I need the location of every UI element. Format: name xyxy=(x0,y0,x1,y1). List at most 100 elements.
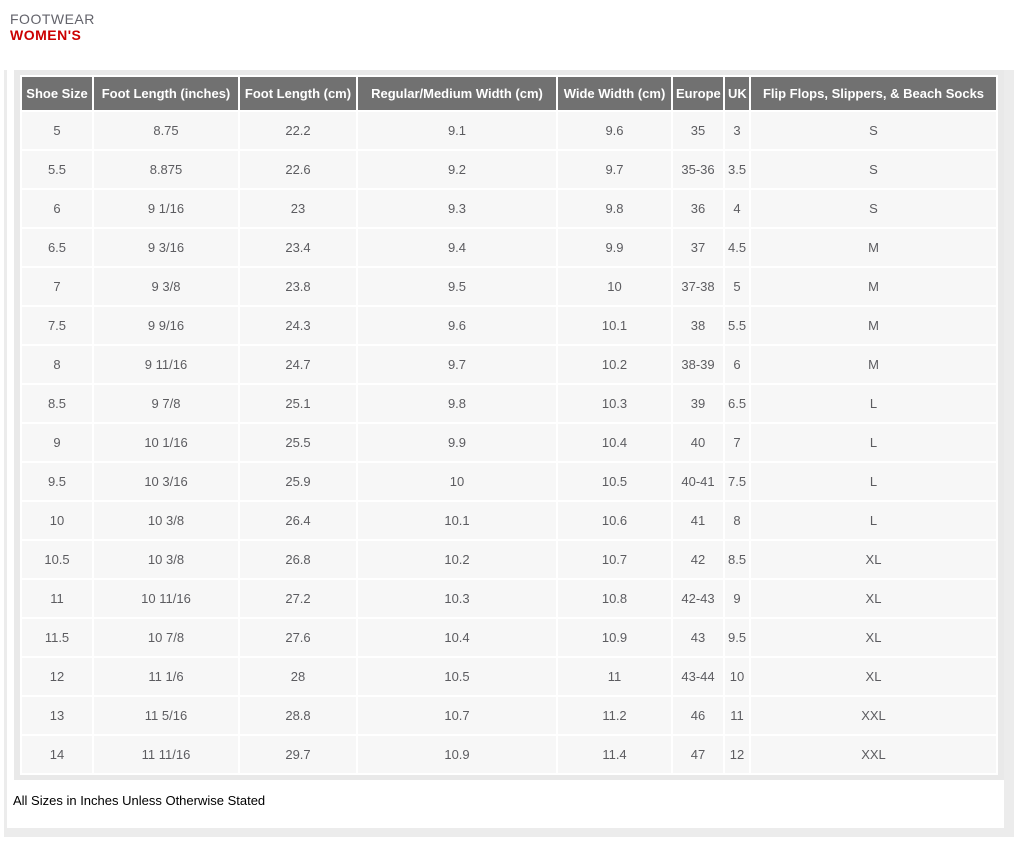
table-cell: XXL xyxy=(751,697,996,734)
table-cell: 9.3 xyxy=(358,190,556,227)
table-cell: 9 11/16 xyxy=(94,346,238,383)
table-cell: 6 xyxy=(22,190,92,227)
column-header: Shoe Size xyxy=(22,77,92,110)
table-cell: 27.6 xyxy=(240,619,356,656)
table-cell: 9.8 xyxy=(358,385,556,422)
table-cell: 26.8 xyxy=(240,541,356,578)
table-cell: 28 xyxy=(240,658,356,695)
table-cell: 25.9 xyxy=(240,463,356,500)
table-row: 11 10 11/16 27.2 10.3 10.8 42-43 9 XL xyxy=(22,580,996,617)
table-cell: 10.5 xyxy=(558,463,671,500)
table-cell: 5.5 xyxy=(22,151,92,188)
table-cell: 23 xyxy=(240,190,356,227)
table-cell: L xyxy=(751,385,996,422)
table-cell: 9.6 xyxy=(358,307,556,344)
table-cell: 9.7 xyxy=(558,151,671,188)
table-cell: M xyxy=(751,307,996,344)
table-cell: 35 xyxy=(673,112,723,149)
table-cell: 10.7 xyxy=(558,541,671,578)
table-cell: 12 xyxy=(725,736,749,773)
table-cell: 24.7 xyxy=(240,346,356,383)
table-cell: 9 9/16 xyxy=(94,307,238,344)
column-header: Foot Length (cm) xyxy=(240,77,356,110)
table-row: 9.5 10 3/16 25.9 10 10.5 40-41 7.5 L xyxy=(22,463,996,500)
table-cell: 11 xyxy=(22,580,92,617)
table-cell: 42 xyxy=(673,541,723,578)
table-row: 7.5 9 9/16 24.3 9.6 10.1 38 5.5 M xyxy=(22,307,996,344)
table-cell: 10.7 xyxy=(358,697,556,734)
table-cell: 35-36 xyxy=(673,151,723,188)
table-cell: 10.5 xyxy=(22,541,92,578)
size-chart-frame: Shoe Size Foot Length (inches) Foot Length… xyxy=(14,70,1004,780)
table-cell: 40-41 xyxy=(673,463,723,500)
table-cell: 9.8 xyxy=(558,190,671,227)
table-cell: 11.5 xyxy=(22,619,92,656)
table-cell: 9.5 xyxy=(358,268,556,305)
table-cell: 9 7/8 xyxy=(94,385,238,422)
table-cell: 9.1 xyxy=(358,112,556,149)
column-header: Europe xyxy=(673,77,723,110)
table-cell: 22.2 xyxy=(240,112,356,149)
table-cell: 9.9 xyxy=(558,229,671,266)
table-cell: 11 xyxy=(725,697,749,734)
table-cell: 5.5 xyxy=(725,307,749,344)
table-cell: 10 3/16 xyxy=(94,463,238,500)
table-cell: M xyxy=(751,268,996,305)
table-row: 8.5 9 7/8 25.1 9.8 10.3 39 6.5 L xyxy=(22,385,996,422)
table-cell: M xyxy=(751,346,996,383)
table-cell: M xyxy=(751,229,996,266)
table-cell: 9.7 xyxy=(358,346,556,383)
table-cell: 7.5 xyxy=(22,307,92,344)
table-cell: 46 xyxy=(673,697,723,734)
table-cell: 10.9 xyxy=(558,619,671,656)
table-cell: 10 xyxy=(558,268,671,305)
table-row: 11.5 10 7/8 27.6 10.4 10.9 43 9.5 XL xyxy=(22,619,996,656)
column-header: UK xyxy=(725,77,749,110)
table-cell: 11 xyxy=(558,658,671,695)
table-cell: 10.1 xyxy=(358,502,556,539)
table-cell: XL xyxy=(751,658,996,695)
column-header: Wide Width (cm) xyxy=(558,77,671,110)
table-cell: XL xyxy=(751,619,996,656)
column-header: Foot Length (inches) xyxy=(94,77,238,110)
column-header: Regular/Medium Width (cm) xyxy=(358,77,556,110)
table-cell: 10.8 xyxy=(558,580,671,617)
table-cell: 14 xyxy=(22,736,92,773)
table-cell: 10 11/16 xyxy=(94,580,238,617)
table-row: 10 10 3/8 26.4 10.1 10.6 41 8 L xyxy=(22,502,996,539)
table-cell: 10.3 xyxy=(558,385,671,422)
table-cell: 23.4 xyxy=(240,229,356,266)
size-chart-table: Shoe Size Foot Length (inches) Foot Length… xyxy=(20,75,998,775)
table-cell: 5 xyxy=(22,112,92,149)
footer-note: All Sizes in Inches Unless Otherwise Sta… xyxy=(13,793,266,808)
table-row: 13 11 5/16 28.8 10.7 11.2 46 11 XXL xyxy=(22,697,996,734)
page-title: WOMEN'S xyxy=(10,27,82,43)
table-cell: 8.75 xyxy=(94,112,238,149)
table-cell: 9 xyxy=(725,580,749,617)
table-cell: 10 3/8 xyxy=(94,502,238,539)
size-chart-body: 5 8.75 22.2 9.1 9.6 35 3 S 5.5 8.875 22.6 9.2 9.7 35-… xyxy=(22,112,996,773)
table-cell: 37-38 xyxy=(673,268,723,305)
table-cell: S xyxy=(751,151,996,188)
column-header: Flip Flops, Slippers, & Beach Socks xyxy=(751,77,996,110)
table-cell: 41 xyxy=(673,502,723,539)
table-cell: L xyxy=(751,463,996,500)
table-cell: 8.5 xyxy=(725,541,749,578)
table-cell: 9.6 xyxy=(558,112,671,149)
table-cell: 43-44 xyxy=(673,658,723,695)
table-cell: XXL xyxy=(751,736,996,773)
size-chart-head: Shoe Size Foot Length (inches) Foot Length… xyxy=(22,77,996,110)
table-cell: 29.7 xyxy=(240,736,356,773)
table-cell: 9 xyxy=(22,424,92,461)
table-cell: 23.8 xyxy=(240,268,356,305)
table-row: 14 11 11/16 29.7 10.9 11.4 47 12 XXL xyxy=(22,736,996,773)
header-row: Shoe Size Foot Length (inches) Foot Length… xyxy=(22,77,996,110)
table-cell: 11 11/16 xyxy=(94,736,238,773)
table-cell: 10 7/8 xyxy=(94,619,238,656)
table-cell: L xyxy=(751,424,996,461)
table-cell: 25.5 xyxy=(240,424,356,461)
table-cell: 8 xyxy=(725,502,749,539)
